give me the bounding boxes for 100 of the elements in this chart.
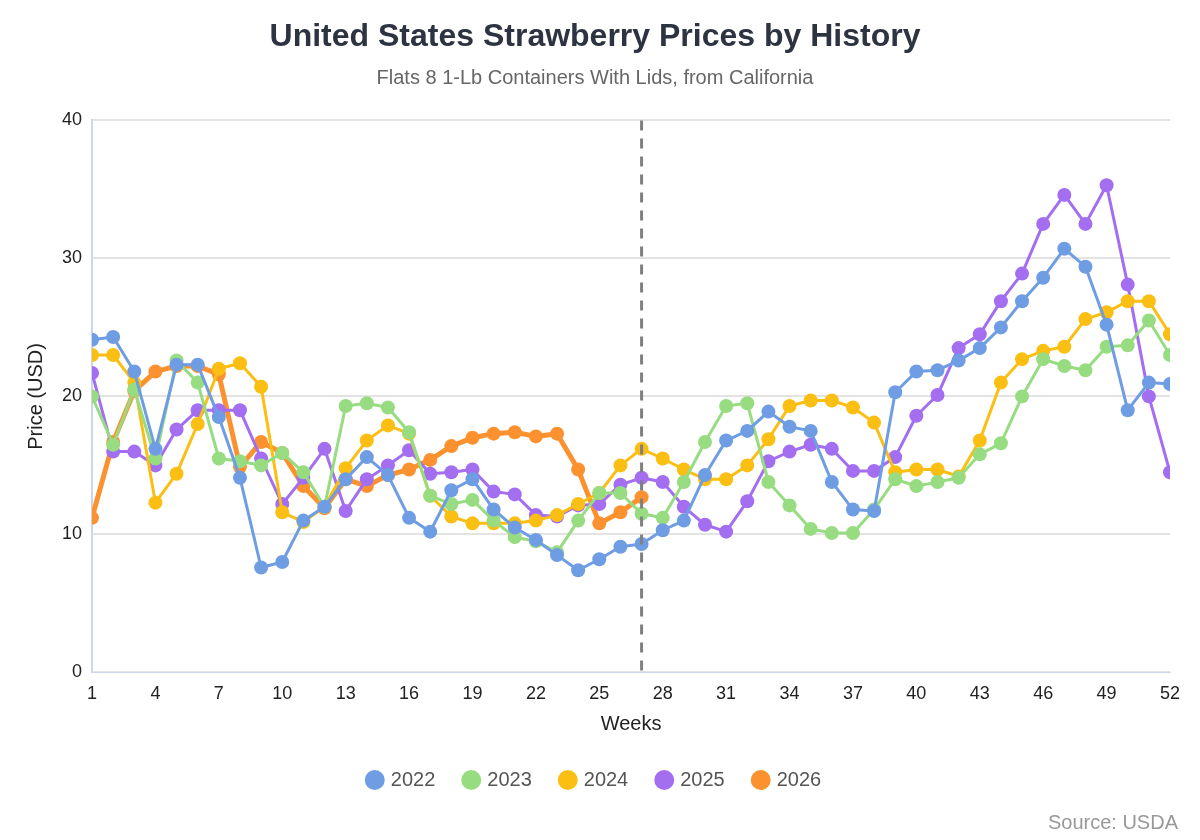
point: [1099, 178, 1114, 193]
point: [613, 486, 628, 500]
point: [1078, 216, 1093, 231]
point: [803, 423, 818, 438]
x-tick-label: 52: [1159, 683, 1181, 704]
x-tick-label: 7: [213, 683, 224, 704]
point: [676, 513, 691, 528]
point: [888, 385, 903, 400]
point: [845, 463, 860, 478]
point: [1078, 312, 1093, 327]
point: [444, 483, 459, 498]
point: [782, 419, 797, 434]
point: [444, 465, 459, 480]
x-tick-label: 16: [399, 683, 420, 704]
point: [571, 462, 586, 477]
point: [507, 520, 522, 535]
point: [380, 418, 395, 433]
point: [761, 474, 776, 489]
legend-label: 2023: [487, 767, 532, 790]
y-tick-label: 20: [61, 385, 83, 406]
point: [1120, 277, 1135, 292]
y-tick-label: 30: [61, 247, 83, 268]
point: [761, 404, 776, 419]
point: [402, 462, 417, 477]
x-tick-label: 13: [335, 683, 356, 704]
x-tick-label: 31: [716, 683, 737, 704]
point: [127, 364, 142, 379]
point: [359, 396, 374, 411]
point: [824, 474, 839, 489]
legend-label: 2025: [680, 767, 725, 790]
point: [423, 524, 438, 539]
point: [1036, 270, 1051, 285]
point: [845, 400, 860, 415]
point: [1015, 294, 1030, 309]
point: [655, 474, 670, 489]
point: [824, 526, 839, 541]
x-tick-label: 34: [779, 683, 800, 704]
source-note: Source: USDA: [1047, 811, 1178, 834]
point: [465, 516, 480, 531]
point: [782, 498, 797, 513]
point: [1057, 241, 1072, 256]
point: [528, 513, 543, 528]
point: [993, 294, 1008, 309]
point: [972, 433, 987, 448]
point: [423, 466, 438, 481]
point: [972, 341, 987, 356]
point: [993, 436, 1008, 451]
point: [211, 361, 226, 376]
x-tick-label: 19: [462, 683, 483, 704]
x-tick-label: 10: [272, 683, 293, 704]
legend-label: 2024: [583, 767, 629, 790]
point: [951, 341, 966, 356]
point: [1078, 363, 1093, 378]
point: [359, 433, 374, 448]
point: [1057, 359, 1072, 374]
point: [1120, 338, 1135, 353]
point: [275, 505, 290, 520]
point: [972, 447, 987, 462]
point: [1057, 339, 1072, 354]
point: [697, 468, 712, 483]
point: [1141, 294, 1156, 309]
point: [359, 472, 374, 487]
y-tick-label: 0: [72, 661, 83, 682]
y-tick-label: 40: [61, 109, 83, 130]
x-tick-label: 40: [906, 683, 927, 704]
point: [930, 462, 945, 477]
point: [127, 444, 142, 459]
point: [740, 494, 755, 509]
point: [1078, 259, 1093, 274]
x-tick-label: 43: [969, 683, 990, 704]
point: [465, 472, 480, 487]
point: [444, 509, 459, 524]
point: [1015, 266, 1030, 281]
point: [211, 410, 226, 425]
point: [528, 429, 543, 444]
point: [740, 423, 755, 438]
point: [888, 472, 903, 487]
point: [719, 399, 734, 414]
point: [719, 472, 734, 487]
point: [867, 415, 882, 430]
point: [719, 524, 734, 539]
x-tick-label: 25: [589, 683, 610, 704]
point: [719, 433, 734, 448]
point: [909, 479, 924, 494]
point: [296, 465, 311, 480]
point: [676, 474, 691, 489]
point: [423, 452, 438, 467]
point: [254, 379, 269, 394]
point: [845, 502, 860, 517]
point: [909, 462, 924, 477]
point: [930, 363, 945, 378]
point: [655, 451, 670, 466]
x-tick-label: 49: [1096, 683, 1117, 704]
legend-label: 2026: [776, 767, 822, 790]
point: [909, 408, 924, 423]
point: [106, 348, 121, 362]
point: [338, 503, 353, 518]
x-tick-label: 1: [87, 683, 98, 704]
point: [803, 393, 818, 408]
point: [1120, 403, 1135, 418]
